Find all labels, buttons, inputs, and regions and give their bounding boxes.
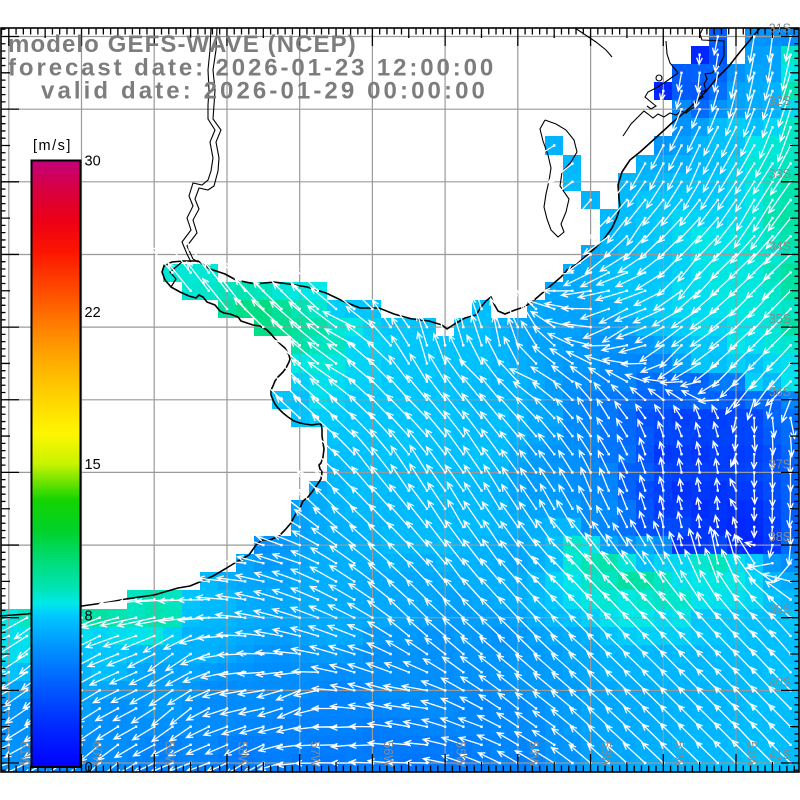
svg-text:37S: 37S <box>769 457 791 471</box>
svg-text:31S: 31S <box>769 22 791 36</box>
svg-text:36S: 36S <box>769 385 791 399</box>
svg-text:61W: 61W <box>17 741 31 767</box>
svg-text:valid date: 2026-01-29 00:00:0: valid date: 2026-01-29 00:00:00 <box>41 78 488 105</box>
svg-text:53W: 53W <box>599 741 613 767</box>
svg-text:38S: 38S <box>769 530 791 544</box>
svg-text:56W: 56W <box>381 741 395 767</box>
svg-text:0: 0 <box>85 760 93 776</box>
svg-text:modelo GEFS-WAVE (NCEP): modelo GEFS-WAVE (NCEP) <box>8 31 357 58</box>
svg-text:30: 30 <box>85 154 101 170</box>
svg-text:59W: 59W <box>163 741 177 767</box>
svg-text:39S: 39S <box>769 603 791 617</box>
svg-text:8: 8 <box>85 608 93 624</box>
svg-text:51W: 51W <box>745 741 759 767</box>
svg-text:35S: 35S <box>769 312 791 326</box>
svg-text:57W: 57W <box>308 741 322 767</box>
svg-text:54W: 54W <box>526 741 540 767</box>
svg-text:58W: 58W <box>236 741 250 767</box>
svg-text:40S: 40S <box>769 675 791 689</box>
svg-text:22: 22 <box>85 305 101 321</box>
svg-text:52W: 52W <box>672 741 686 767</box>
svg-text:41S: 41S <box>769 748 791 762</box>
svg-text:32S: 32S <box>769 94 791 108</box>
svg-text:33S: 33S <box>769 167 791 181</box>
svg-text:55W: 55W <box>454 741 468 767</box>
svg-text:15: 15 <box>85 457 101 473</box>
svg-text:60W: 60W <box>90 741 104 767</box>
svg-text:forecast date: 2026-01-23 12:0: forecast date: 2026-01-23 12:00:00 <box>8 55 496 82</box>
svg-text:[m/s]: [m/s] <box>33 138 72 154</box>
svg-text:34S: 34S <box>769 240 791 254</box>
